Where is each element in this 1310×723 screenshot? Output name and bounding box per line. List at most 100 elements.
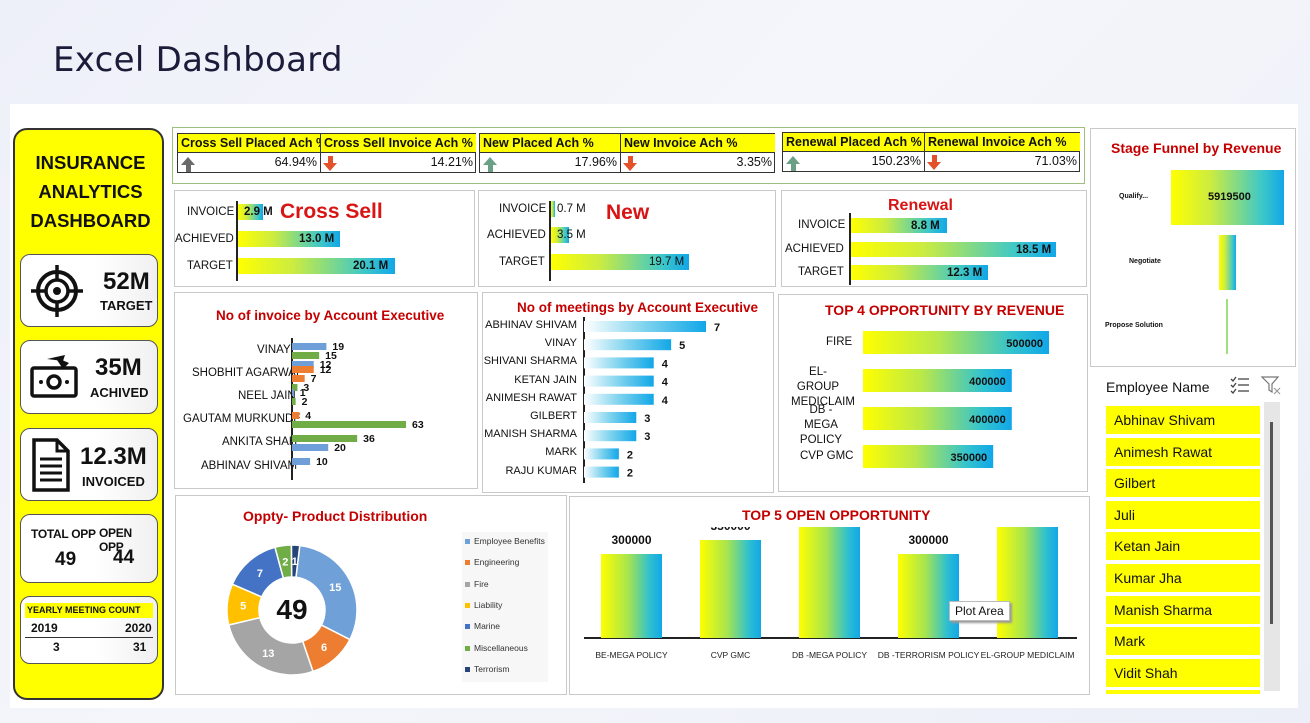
axis-label: ABHINAV SHIVAM <box>201 460 298 472</box>
meeting-bar <box>584 466 619 478</box>
axis-label: GILBERT <box>530 410 577 422</box>
slicer-item[interactable]: Abhinav Shivam <box>1106 406 1260 434</box>
axis-label: FIRE <box>826 336 853 348</box>
legend-label: Fire <box>474 578 489 589</box>
invoiced-kpi-card: 12.3M INVOICED <box>20 428 158 501</box>
slicer-item[interactable]: Kumar Jha <box>1106 564 1260 592</box>
donut-slice <box>290 544 301 579</box>
bar-value-label: 10 <box>316 456 328 468</box>
axis-label: VINAY <box>257 344 291 356</box>
x-tick-label: EL-GROUP MEDICLAIM <box>981 650 1075 660</box>
new-invoice-header: New Invoice Ach % <box>621 134 775 153</box>
top4-bars: 500000 400000 400000 350000 <box>863 331 1049 468</box>
down-arrow-icon <box>927 162 941 170</box>
legend-swatch <box>465 581 470 587</box>
funnel-value: 5919500 <box>1208 191 1251 203</box>
bar-value-label: 3 <box>303 382 309 394</box>
legend-swatch <box>465 560 470 566</box>
stage-funnel-title: Stage Funnel by Revenue <box>1111 140 1282 156</box>
slicer-item[interactable]: Manish Sharma <box>1106 595 1260 624</box>
new-invoice-value: 3.35% <box>736 155 772 169</box>
slicer-item[interactable]: Ketan Jain <box>1106 532 1260 561</box>
column-value-label: 300000 <box>611 533 651 547</box>
employee-name-slicer: Employee Name Abhinav Shivam Animesh Rawa… <box>1090 372 1298 708</box>
yearly-meeting-label: YEARLY MEETING COUNT <box>25 603 153 618</box>
down-arrow-icon <box>323 163 337 171</box>
legend-label: Marine <box>474 621 500 632</box>
cross-invoice-value: 14.21% <box>430 155 473 169</box>
new-target-bar <box>551 254 689 270</box>
multi-select-icon[interactable] <box>1230 376 1250 394</box>
funnel-bar-qualify <box>1171 170 1284 225</box>
opportunity-column <box>700 540 761 638</box>
bar-value-label: 15 <box>325 350 337 362</box>
bar-value: 12.3 M <box>947 267 983 279</box>
slicer-item[interactable]: Juli <box>1106 500 1260 529</box>
cross-sell-achieved-bar <box>238 231 340 247</box>
cross-placed-value: 64.94% <box>178 153 321 172</box>
scrollbar-thumb[interactable] <box>1270 422 1273 624</box>
dashboard-title: INSURANCE ANALYTICS DASHBOARD <box>15 148 166 235</box>
new-title: New <box>606 201 650 224</box>
meeting-bar <box>584 412 637 423</box>
bar-value: 3.5 M <box>557 229 586 241</box>
legend-item: Employee Benefits <box>465 536 545 546</box>
bar-value-label: 63 <box>412 419 424 431</box>
slicer-item[interactable]: Gilbert <box>1106 469 1260 498</box>
bar-value-label: 4 <box>662 395 669 407</box>
bar-value-label: 4 <box>662 377 669 389</box>
slicer-item[interactable]: Animesh Rawat <box>1106 437 1260 466</box>
new-business-chart: New INVOICE ACHIEVED TARGET 0.7 M 3.5 M … <box>478 190 776 287</box>
bar-label: ACHIEVED <box>785 243 844 255</box>
slicer-item[interactable]: Mark <box>1106 627 1260 656</box>
bar-value-label: 12 <box>320 364 332 376</box>
slice-value-label: 13 <box>262 648 274 660</box>
invoice-bar <box>292 412 300 419</box>
bar-value: 20.1 M <box>353 260 389 272</box>
top5-title: TOP 5 OPEN OPPORTUNITY <box>742 507 931 523</box>
cross-sell-ach-table: Cross Sell Placed Ach % Cross Sell Invoi… <box>177 133 476 173</box>
bar-value-label: 3 <box>644 431 650 443</box>
legend-item: Liability <box>465 600 502 610</box>
invoice-bar <box>292 435 358 442</box>
bar-value-label: 19 <box>332 341 344 353</box>
axis-label: RAJU KUMAR <box>505 464 577 477</box>
achieved-label: ACHIVED <box>90 385 149 400</box>
year-2020-label: 2020 <box>125 621 152 635</box>
x-tick-label: DB -MEGA POLICY <box>792 650 867 660</box>
cross-sell-title: Cross Sell <box>280 200 383 223</box>
donut-center-total: 49 <box>276 594 307 625</box>
invoiced-value: 12.3M <box>80 443 147 470</box>
up-arrow-icon <box>786 156 800 164</box>
bar-label: ACHIEVED <box>175 233 234 245</box>
bar-value: 18.5 M <box>1016 244 1052 256</box>
slicer-scrollbar[interactable] <box>1264 402 1280 691</box>
total-opp-value: 49 <box>55 549 77 570</box>
bar-value-label: 5 <box>679 340 685 352</box>
meeting-bar <box>584 393 654 405</box>
axis-label: EL-GROUP MEDICLAIM <box>791 366 855 408</box>
target-label: TARGET <box>100 298 153 313</box>
opportunity-column <box>601 554 662 638</box>
dashboard-sheet: INSURANCE ANALYTICS DASHBOARD 52M TARGET <box>10 104 1298 708</box>
donut-legend: Employee Benefits Engineering Fire Liabilit… <box>462 532 548 682</box>
invoice-bar <box>292 366 314 373</box>
invoice-bar <box>292 444 329 451</box>
legend-swatch <box>465 602 470 608</box>
axis-label: ANKITA SHAH <box>222 436 298 448</box>
invoice-bar <box>292 361 314 368</box>
bar-value-label: 500000 <box>1006 338 1043 350</box>
open-opp-label: OPEN OPP <box>99 526 132 554</box>
meeting-count-2020: 31 <box>133 640 147 654</box>
plot-area-tooltip: Plot Area <box>949 601 1010 621</box>
slicer-item[interactable]: Vidit Shah <box>1106 658 1260 687</box>
title-line: DASHBOARD <box>30 210 151 231</box>
bar-value-label: 400000 <box>969 414 1006 426</box>
column-value-label: 300000 <box>908 533 948 547</box>
target-value: 52M <box>103 268 150 295</box>
legend-item: Marine <box>465 621 500 631</box>
product-dist-title: Oppty- Product Distribution <box>243 508 428 524</box>
clear-filter-icon[interactable] <box>1261 375 1281 395</box>
bar-label: ACHIEVED <box>487 229 546 241</box>
